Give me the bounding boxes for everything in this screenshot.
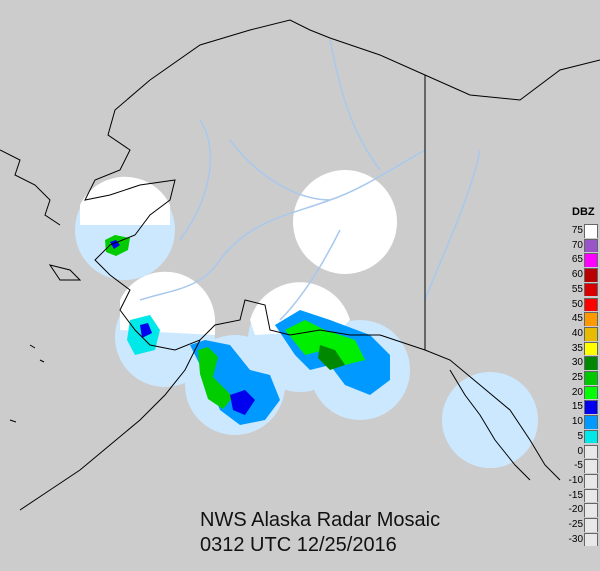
legend-entry: 10 xyxy=(560,415,600,430)
legend-label: 30 xyxy=(571,357,583,369)
legend-entry: 45 xyxy=(560,312,600,327)
legend-swatch xyxy=(584,400,598,415)
legend-swatch xyxy=(584,356,598,370)
legend-label: 45 xyxy=(571,313,583,325)
legend-entry: -10 xyxy=(560,473,600,489)
legend-swatch xyxy=(584,253,598,268)
legend-entry: 25 xyxy=(560,371,600,386)
legend-swatch xyxy=(584,429,598,444)
legend-entry: -20 xyxy=(560,503,600,518)
legend-label: -15 xyxy=(568,489,583,501)
legend-entry: 0 xyxy=(560,444,600,460)
legend-swatch xyxy=(584,385,598,400)
legend-label: -25 xyxy=(568,519,583,530)
legend-swatch xyxy=(584,518,598,532)
radar-site-sitka xyxy=(442,372,538,468)
legend-swatch xyxy=(584,312,598,326)
legend-entry: 5 xyxy=(560,429,600,445)
legend-swatch xyxy=(584,297,598,312)
legend-label: 20 xyxy=(571,386,583,398)
legend-entry: 15 xyxy=(560,400,600,415)
legend-label: 25 xyxy=(571,372,583,383)
radar-echoes xyxy=(105,235,390,425)
legend-swatch xyxy=(584,459,598,473)
map-timestamp: 0312 UTC 12/25/2016 xyxy=(200,534,397,556)
legend-entry: 20 xyxy=(560,385,600,401)
legend-entry: 75 xyxy=(560,224,600,239)
legend-swatch xyxy=(584,341,598,356)
legend-label: 50 xyxy=(571,298,583,310)
legend-entry: 30 xyxy=(560,356,600,371)
coastline xyxy=(0,19,600,511)
legend-entry: 70 xyxy=(560,238,600,254)
legend-entry: 60 xyxy=(560,268,600,283)
legend-label: 0 xyxy=(577,445,583,457)
legend-label: 60 xyxy=(571,269,583,281)
legend-label: 35 xyxy=(571,342,583,354)
legend-title: DBZ xyxy=(572,206,595,218)
legend-label: 75 xyxy=(571,225,583,236)
legend-label: -10 xyxy=(568,474,583,486)
legend-swatch xyxy=(584,532,598,547)
legend-label: -20 xyxy=(568,504,583,516)
legend-entry: 55 xyxy=(560,282,600,298)
legend-label: 65 xyxy=(571,254,583,266)
legend-entry: 50 xyxy=(560,297,600,313)
legend-entry: 65 xyxy=(560,253,600,268)
legend-entry: -25 xyxy=(560,518,600,533)
legend-swatch xyxy=(584,224,598,238)
legend-swatch xyxy=(584,268,598,282)
legend-entry: 40 xyxy=(560,326,600,342)
legend-swatch xyxy=(584,503,598,517)
legend-swatch xyxy=(584,371,598,385)
legend-entry: -30 xyxy=(560,532,600,548)
legend-label: 70 xyxy=(571,239,583,251)
legend-entry: 35 xyxy=(560,341,600,357)
rivers xyxy=(139,39,481,321)
legend-swatch xyxy=(584,415,598,429)
legend-label: 40 xyxy=(571,327,583,339)
legend-entry: -15 xyxy=(560,488,600,504)
legend-swatch xyxy=(584,473,598,488)
legend-label: -30 xyxy=(568,533,583,545)
legend-entry: -5 xyxy=(560,459,600,474)
legend-label: 15 xyxy=(571,401,583,413)
legend-swatch xyxy=(584,238,598,253)
legend-swatch xyxy=(584,444,598,459)
legend-label: 55 xyxy=(571,283,583,295)
legend-label: -5 xyxy=(574,460,583,472)
legend-swatch xyxy=(584,326,598,341)
legend-label: 10 xyxy=(571,416,583,428)
legend-label: 5 xyxy=(577,430,583,442)
legend-swatch xyxy=(584,488,598,503)
radar-site-fairbanks xyxy=(293,170,397,274)
legend-swatch xyxy=(584,282,598,297)
map-title: NWS Alaska Radar Mosaic xyxy=(200,509,441,531)
